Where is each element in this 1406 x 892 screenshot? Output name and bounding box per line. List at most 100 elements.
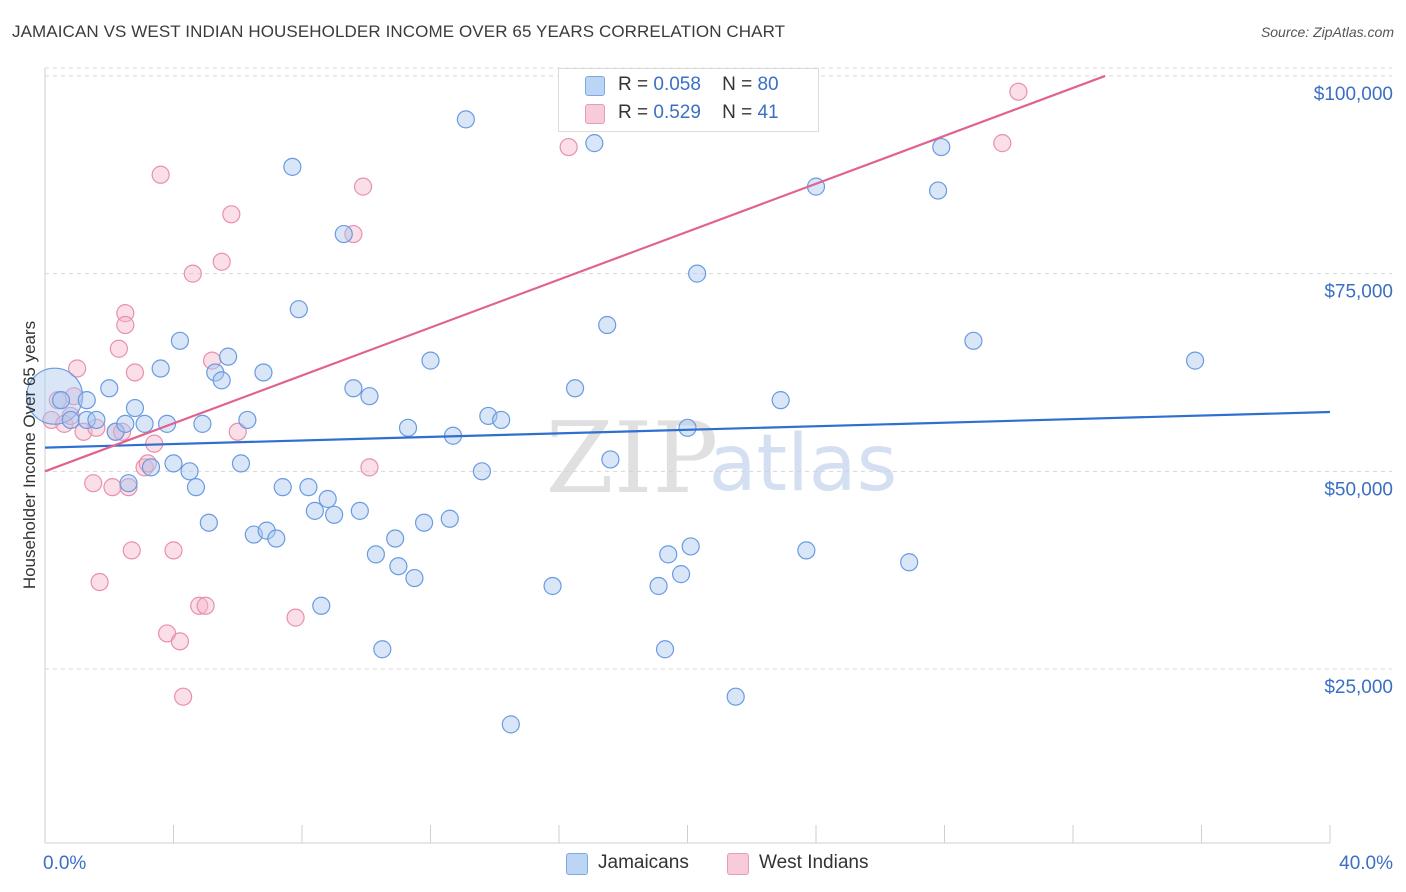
jamaican-point	[928, 181, 948, 200]
west-indian-point	[190, 596, 209, 615]
jamaican-point	[344, 379, 363, 398]
jamaican-point	[199, 513, 218, 532]
jamaican-point	[350, 501, 369, 520]
jamaican-point	[601, 450, 620, 469]
watermark: ZIP atlas	[546, 402, 898, 516]
jamaican-point	[186, 478, 206, 497]
jamaican-point	[585, 134, 604, 153]
jamaican-point	[193, 414, 212, 433]
legend-n-label: N =	[722, 102, 753, 123]
legend-r-value: 0.529	[653, 102, 701, 123]
jamaican-point	[659, 545, 678, 564]
west-indian-point	[183, 264, 202, 283]
jamaican-point	[135, 414, 154, 433]
y-tick-label: $50,000	[1324, 479, 1393, 500]
jamaican-point	[231, 454, 251, 473]
bottom-swatch-pink	[727, 853, 749, 875]
west-indian-point	[116, 315, 135, 335]
west-indians-points	[42, 82, 1028, 706]
jamaican-point	[414, 513, 434, 532]
jamaican-point	[398, 418, 418, 437]
trend-layer	[44, 74, 1331, 473]
west-indian-point	[103, 478, 122, 497]
y-tick-label: $25,000	[1324, 677, 1393, 698]
legend-r-label: R =	[618, 74, 649, 95]
jamaican-point	[440, 509, 459, 528]
jamaican-point	[26, 367, 84, 425]
jamaican-point	[238, 410, 257, 430]
grid-layer	[45, 67, 1392, 670]
jamaican-point	[386, 529, 405, 548]
jamaican-point	[678, 418, 697, 437]
jamaican-point	[456, 110, 475, 129]
jamaican-point	[501, 715, 520, 734]
west-indian-point	[222, 205, 241, 224]
y-tick-labels: $25,000 $50,000 $75,000 $100,000	[1314, 84, 1393, 698]
jamaican-point	[151, 359, 170, 378]
west-indian-point	[170, 632, 190, 651]
west-indian-point	[125, 363, 145, 382]
jamaican-point	[119, 474, 138, 493]
x-tick-labels: 0.0% 40.0%	[43, 853, 1393, 874]
jamaican-point	[655, 640, 675, 659]
jamaican-point	[726, 687, 745, 706]
jamaicans-points	[26, 110, 1205, 734]
legend-swatch-blue	[585, 76, 605, 96]
jamaican-point	[283, 157, 302, 176]
jamaican-point	[299, 478, 318, 497]
chart-title: JAMAICAN VS WEST INDIAN HOUSEHOLDER INCO…	[12, 22, 786, 41]
west-indian-point	[228, 422, 247, 441]
jamaican-point	[900, 553, 919, 572]
watermark-zip: ZIP	[546, 402, 719, 516]
y-tick-label: $100,000	[1314, 84, 1393, 105]
legend-n-label: N =	[722, 74, 753, 95]
jamaican-point	[598, 315, 617, 335]
west-indian-point	[353, 177, 373, 196]
west-indian-point	[559, 137, 578, 157]
jamaican-point	[318, 489, 337, 509]
bottom-swatch-blue	[566, 853, 588, 875]
jamaican-point	[77, 391, 96, 410]
bottom-legend-label: West Indians	[759, 852, 869, 873]
jamaican-point	[212, 371, 231, 390]
legend-n-value: 80	[757, 74, 779, 95]
west-indian-point	[993, 134, 1012, 153]
west-indian-point	[212, 252, 231, 271]
jamaican-point	[312, 596, 331, 615]
jamaican-point	[254, 363, 273, 382]
jamaican-point	[305, 501, 324, 520]
west-indian-point	[84, 474, 103, 493]
legend-r-label: R =	[618, 102, 649, 123]
west-indian-point	[286, 608, 305, 627]
west-indian-point	[196, 596, 215, 615]
jamaican-point	[681, 537, 700, 556]
jamaican-point	[565, 379, 585, 398]
jamaican-point	[334, 224, 353, 244]
legend-r-value: 0.058	[653, 74, 701, 95]
west-indians-trend-line	[44, 74, 1106, 473]
source-label: Source: ZipAtlas.com	[1260, 24, 1394, 40]
west-indian-point	[122, 541, 141, 560]
x-tick-label: 40.0%	[1339, 853, 1393, 874]
jamaican-point	[219, 347, 238, 366]
jamaican-point	[360, 387, 379, 406]
jamaican-point	[100, 379, 119, 398]
jamaican-point	[116, 414, 135, 433]
jamaican-point	[373, 640, 392, 659]
x-tick-label: 0.0%	[43, 853, 86, 874]
jamaican-point	[964, 331, 983, 350]
west-indian-point	[109, 339, 128, 358]
west-indian-point	[151, 165, 170, 184]
west-indian-point	[360, 458, 379, 477]
jamaican-point	[688, 264, 707, 283]
watermark-atlas: atlas	[709, 419, 898, 509]
jamaican-point	[170, 331, 190, 350]
jamaican-point	[164, 454, 183, 473]
west-indian-point	[119, 478, 138, 497]
west-indian-point	[90, 572, 109, 592]
jamaican-point	[180, 462, 199, 481]
legend-text-jamaicans: R = 0.058 N = 80	[618, 74, 779, 96]
jamaican-point	[492, 410, 511, 430]
jamaican-point	[671, 565, 691, 584]
jamaican-point	[543, 576, 562, 596]
